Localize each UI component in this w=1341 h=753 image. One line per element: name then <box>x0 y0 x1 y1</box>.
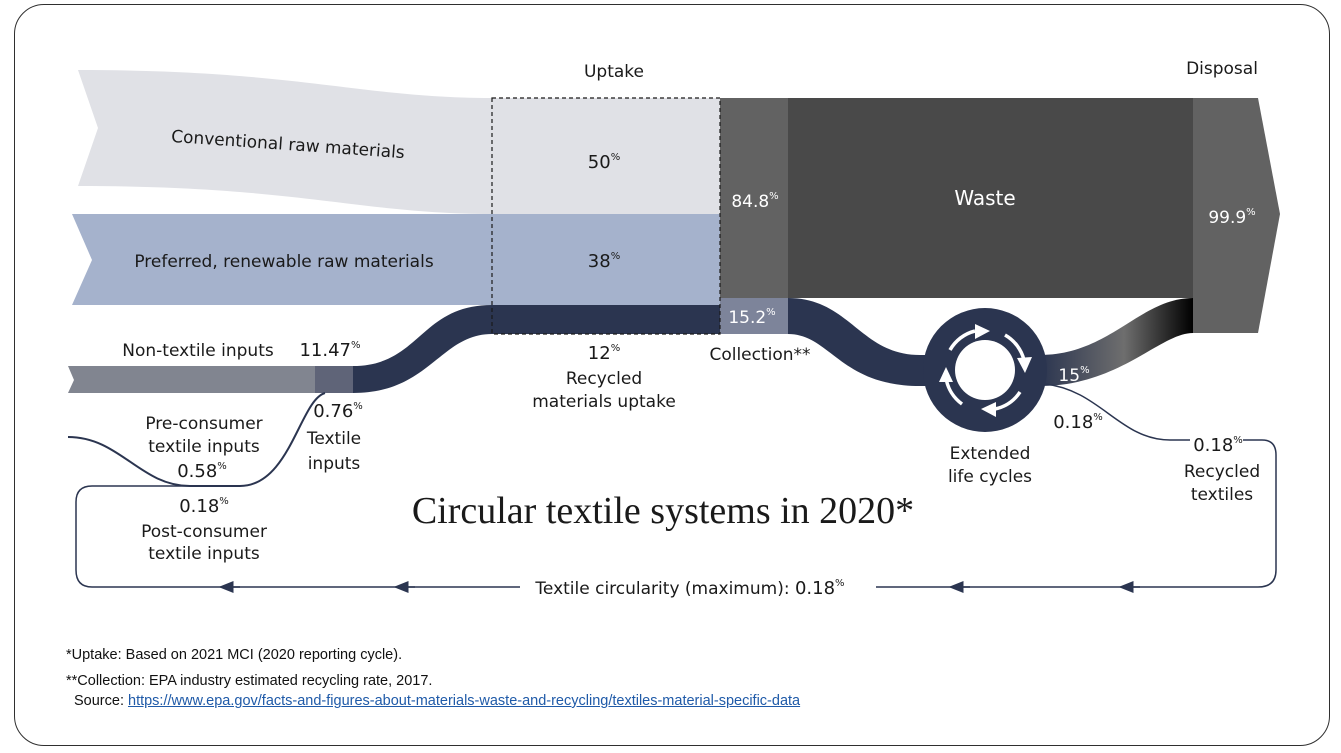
recycled-textiles-value: 0.18% <box>1193 435 1243 456</box>
post-consumer-value: 0.18% <box>179 496 229 517</box>
recycled-uptake-label-1: Recycled <box>566 369 642 389</box>
collection-column <box>720 98 788 298</box>
collection-flow <box>788 298 960 386</box>
preferred-label: Preferred, renewable raw materials <box>134 252 434 272</box>
post-consumer-label-1: Post-consumer <box>141 522 267 542</box>
waste-block <box>788 98 1193 298</box>
disposal-value: 99.9% <box>1208 207 1255 228</box>
extended-value: 15% <box>1058 365 1089 386</box>
pre-consumer-label-2: textile inputs <box>148 437 260 457</box>
textile-inputs-label-2: inputs <box>308 454 361 474</box>
non-textile-bar <box>68 366 315 393</box>
diagram-frame <box>14 4 1330 746</box>
extended-outflow <box>1040 298 1193 386</box>
preferred-flow <box>72 214 720 305</box>
recycled-textiles-line <box>1044 383 1190 441</box>
source-label: Source: <box>74 693 128 709</box>
extended-out-value: 0.18% <box>1053 412 1103 433</box>
collection-footnote: **Collection: EPA industry estimated rec… <box>66 673 433 689</box>
conventional-value: 50% <box>588 152 620 173</box>
pre-consumer-value: 0.58% <box>177 461 227 482</box>
recycled-uptake-value: 12% <box>588 343 620 364</box>
extended-label-1: Extended <box>950 444 1031 464</box>
non-textile-value: 11.47% <box>299 340 360 361</box>
conventional-flow <box>78 70 720 214</box>
post-consumer-label-2: textile inputs <box>148 544 260 564</box>
extended-life-cycles-hole <box>955 340 1015 400</box>
preferred-value: 38% <box>588 251 620 272</box>
cycle-arrowheads <box>939 324 1032 417</box>
cycle-arrows-icon <box>944 329 1026 411</box>
textile-inputs-label-1: Textile <box>306 429 361 449</box>
non-textile-label: Non-textile inputs <box>122 341 274 361</box>
collection-value: 15.2% <box>728 307 775 328</box>
recycled-uptake-label-2: materials uptake <box>532 392 676 412</box>
collection-slice <box>720 298 788 334</box>
uptake-box <box>491 97 721 335</box>
disposal-arrow <box>1193 98 1280 333</box>
circularity-label: Textile circularity (maximum): 0.18% <box>534 578 844 599</box>
collection-label: Collection** <box>709 345 810 365</box>
uptake-header: Uptake <box>584 62 644 82</box>
recycled-textiles-label-2: textiles <box>1191 485 1253 505</box>
source-line: Source: https://www.epa.gov/facts-and-fi… <box>74 693 800 709</box>
extended-label-2: life cycles <box>948 467 1032 487</box>
circularity-label-bg <box>520 576 876 598</box>
source-link[interactable]: https://www.epa.gov/facts-and-figures-ab… <box>128 693 801 709</box>
disposal-header: Disposal <box>1186 59 1258 79</box>
waste-label: Waste <box>954 186 1015 210</box>
non-textile-bar-mid <box>315 366 353 393</box>
recycled-uptake-band <box>353 305 720 393</box>
textile-inputs-value: 0.76% <box>313 401 363 422</box>
uptake-footnote: *Uptake: Based on 2021 MCI (2020 reporti… <box>66 647 403 663</box>
pre-consumer-label-1: Pre-consumer <box>145 414 262 434</box>
waste-value: 84.8% <box>731 191 778 212</box>
recycled-textiles-label-1: Recycled <box>1184 462 1260 482</box>
diagram-title: Circular textile systems in 2020* <box>412 490 914 532</box>
